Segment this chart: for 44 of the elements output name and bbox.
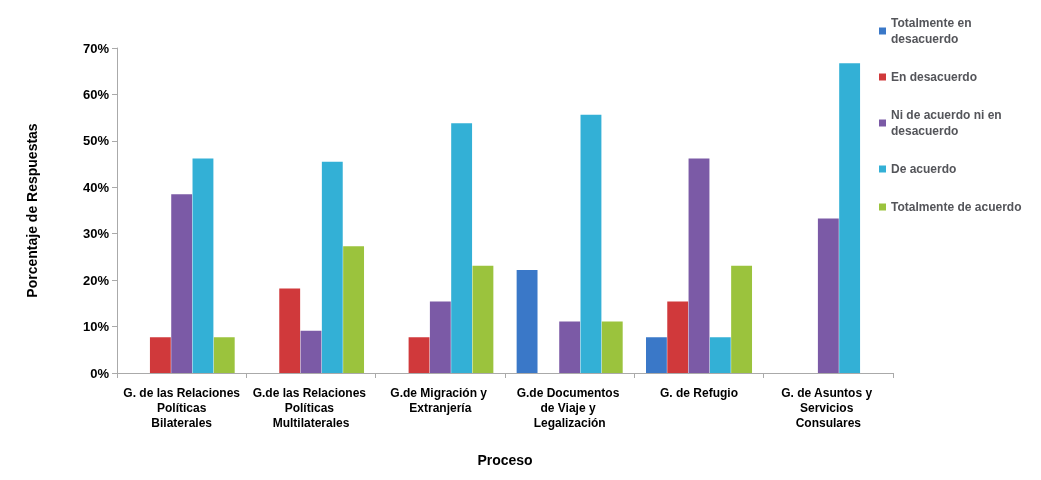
- y-tick-label: 70%: [82, 40, 110, 56]
- x-tick-label: G. de las Relaciones Políticas Bilaterales: [123, 385, 241, 430]
- bar: [149, 337, 171, 373]
- legend-label: Totalmente en desacuerdo: [891, 16, 975, 46]
- bar: [731, 265, 753, 373]
- bar: [279, 288, 301, 373]
- bar: [516, 269, 538, 373]
- y-tick-label: 40%: [82, 179, 110, 195]
- y-tick-label: 0%: [90, 365, 110, 381]
- bar: [213, 337, 235, 373]
- x-tick-label: G. de Refugio: [660, 385, 738, 400]
- y-tick-label: 50%: [82, 133, 110, 149]
- bar: [839, 63, 861, 373]
- bar: [192, 158, 214, 373]
- x-tick-label: G.de Migración y Extranjería: [390, 385, 491, 415]
- legend-label: Ni de acuerdo ni en desacuerdo: [891, 108, 1006, 138]
- x-tick-label: G. de Asuntos y Servicios Consulares: [781, 385, 876, 430]
- bar: [300, 330, 322, 373]
- bar: [559, 321, 581, 373]
- bar: [451, 123, 473, 373]
- legend-label: Totalmente de acuerdo: [891, 200, 1022, 214]
- bar: [472, 265, 494, 373]
- y-axis-title: Porcentaje de Respuestas: [24, 123, 40, 298]
- bar: [709, 337, 731, 373]
- bar: [667, 301, 689, 373]
- x-tick-label: G.de Documentos de Viaje y Legalización: [516, 385, 623, 430]
- bar: [171, 194, 193, 373]
- legend-label: De acuerdo: [891, 162, 957, 176]
- bar: [321, 161, 343, 373]
- legend-label: En desacuerdo: [891, 70, 978, 84]
- bar: [645, 337, 667, 373]
- bar: [817, 218, 839, 373]
- bar: [688, 158, 710, 373]
- y-tick-label: 10%: [82, 319, 110, 335]
- bar: [580, 114, 602, 373]
- y-tick-label: 30%: [82, 226, 110, 242]
- x-tick-label: G.de las Relaciones Políticas Multilaterales: [252, 385, 370, 430]
- x-axis-title: Proceso: [477, 452, 533, 468]
- bar: [601, 321, 623, 373]
- y-tick-label: 60%: [82, 86, 110, 102]
- bar: [343, 246, 365, 373]
- bar: [408, 337, 430, 373]
- y-tick-label: 20%: [82, 272, 110, 288]
- bar: [429, 301, 451, 373]
